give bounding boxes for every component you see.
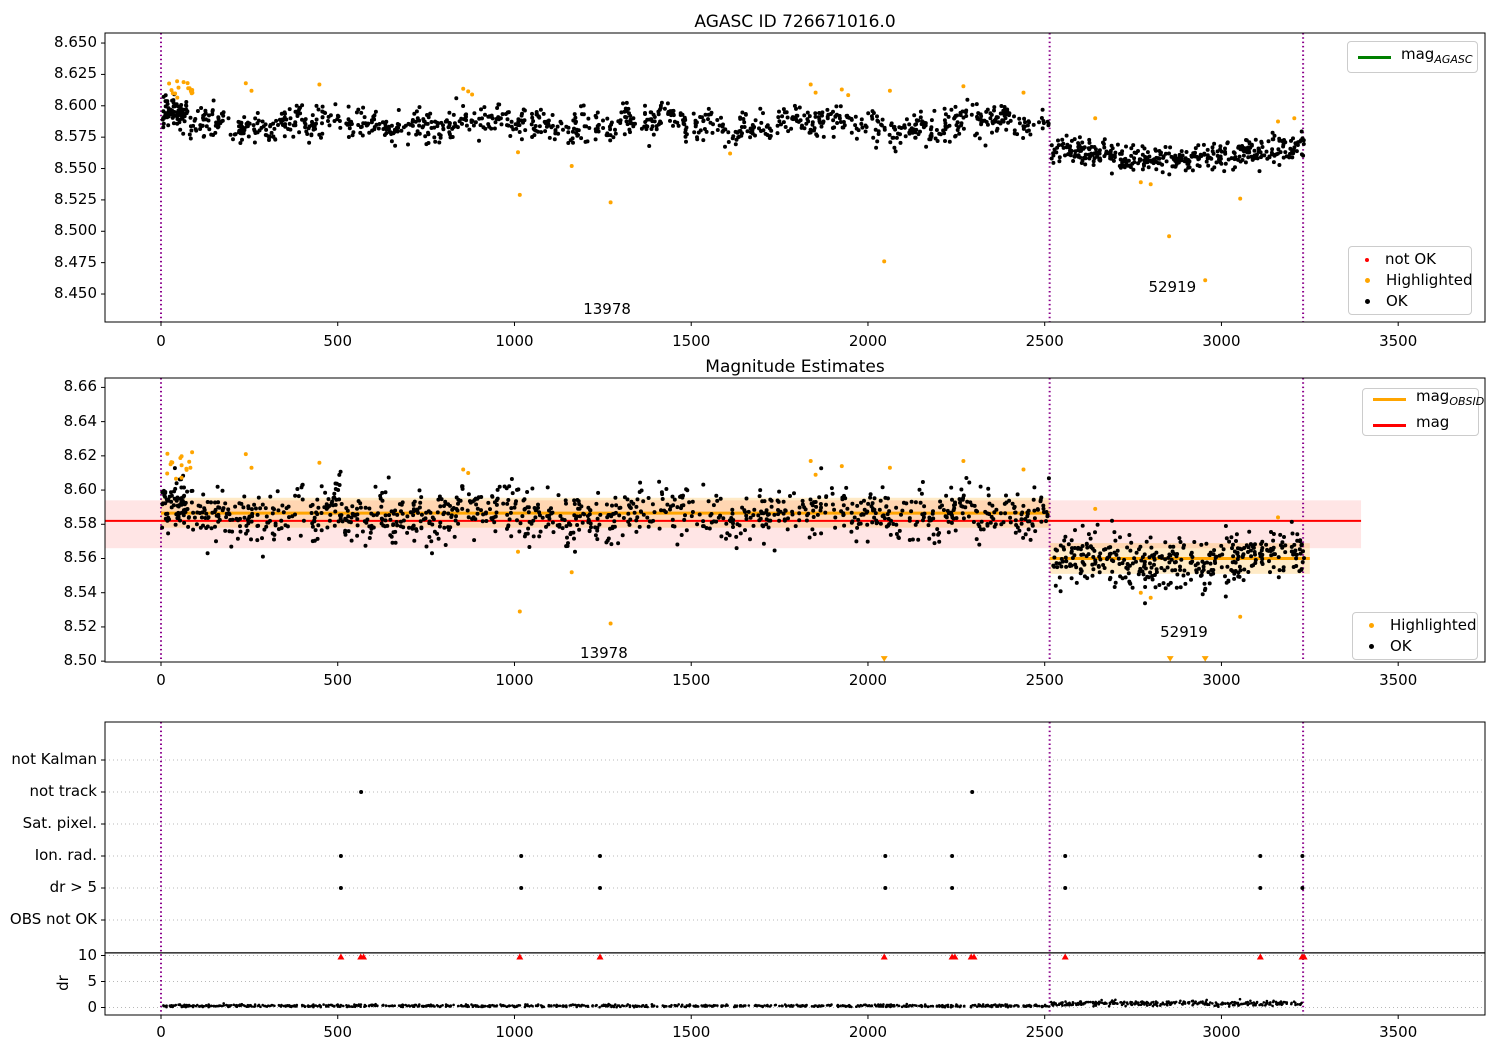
dr-tick-label: 0 (87, 997, 97, 1016)
highlighted-dot-swatch-2 (1369, 623, 1374, 628)
flag-row-label: Ion. rad. (34, 846, 97, 864)
plot-top-title: AGASC ID 726671016.0 (694, 12, 896, 32)
legend-row-mag-obsid: magOBSID (1369, 386, 1484, 412)
x-tick-label: 2500 (1025, 332, 1064, 350)
y-tick-label: 8.575 (54, 127, 97, 146)
flag-row-label: not Kalman (11, 750, 97, 768)
legend-row-not-ok: not OK (1355, 249, 1465, 270)
y-tick-label: 8.54 (63, 582, 97, 601)
legend-point-classes-top: not OK Highlighted OK (1348, 246, 1472, 315)
legend-row-highlighted: Highlighted (1355, 270, 1472, 291)
x-tick-label: 0 (156, 671, 166, 689)
legend-label-mag-agasc: magAGASC (1401, 45, 1473, 66)
y-tick-label: 8.450 (54, 284, 97, 303)
y-tick-label: 8.58 (63, 514, 97, 533)
x-tick-label: 500 (323, 671, 353, 689)
x-tick-label: 1500 (672, 332, 711, 350)
y-tick-label: 8.550 (54, 158, 97, 177)
x-tick-label: 3500 (1379, 671, 1418, 689)
y-tick-label: 8.50 (63, 651, 97, 670)
y-tick-label: 8.650 (54, 33, 97, 52)
ok-dot-swatch-2 (1369, 644, 1374, 649)
obsid-label: 52919 (1160, 623, 1208, 642)
legend-label-mag-obsid: magOBSID (1416, 387, 1485, 408)
x-tick-label: 500 (323, 1023, 353, 1041)
flag-row-label: OBS not OK (9, 910, 97, 928)
legend-label-highlighted: Highlighted (1386, 271, 1473, 289)
legend-mag-lines: magOBSID mag (1362, 386, 1484, 438)
x-tick-label: 2500 (1025, 1023, 1064, 1041)
x-tick-label: 1000 (495, 1023, 534, 1041)
flag-row-label: dr > 5 (49, 878, 97, 896)
legend-row-highlighted-2: Highlighted (1359, 615, 1476, 636)
legend-label-mag: mag (1416, 413, 1450, 431)
obsid-label: 13978 (583, 300, 631, 319)
y-tick-label: 8.625 (54, 64, 97, 83)
legend-label-ok-2: OK (1390, 637, 1412, 655)
legend-mag-agasc: magAGASC (1347, 41, 1478, 73)
flag-row-label: not track (29, 782, 97, 800)
x-tick-label: 1000 (495, 332, 534, 350)
x-tick-label: 1500 (672, 1023, 711, 1041)
not-ok-dot-swatch (1365, 257, 1369, 262)
dr-tick-label: 5 (87, 971, 97, 990)
legend-row-mag: mag (1369, 412, 1472, 438)
x-tick-label: 1500 (672, 671, 711, 689)
y-tick-label: 8.62 (63, 445, 97, 464)
y-tick-label: 8.600 (54, 95, 97, 114)
legend-label-not-ok: not OK (1385, 250, 1436, 268)
obsid-label: 13978 (580, 643, 628, 662)
x-tick-label: 0 (156, 1023, 166, 1041)
highlighted-dot-swatch (1365, 278, 1370, 283)
x-tick-label: 2000 (848, 332, 888, 350)
x-tick-label: 2500 (1025, 671, 1064, 689)
x-tick-label: 3000 (1202, 671, 1241, 689)
x-tick-label: 0 (156, 332, 166, 350)
plot-middle-title: Magnitude Estimates (705, 357, 885, 377)
y-tick-label: 8.64 (63, 411, 97, 430)
legend-label-ok: OK (1386, 292, 1408, 310)
obsid-label: 52919 (1148, 278, 1197, 297)
y-tick-label: 8.52 (63, 616, 97, 635)
y-tick-label: 8.525 (54, 189, 97, 208)
x-tick-label: 1000 (495, 671, 534, 689)
y-tick-label: 8.60 (63, 480, 97, 499)
dr-tick-label: 10 (77, 945, 97, 964)
x-tick-label: 500 (323, 332, 353, 350)
x-tick-label: 3500 (1379, 332, 1418, 350)
legend-row-ok: OK (1355, 291, 1465, 312)
legend-point-classes-middle: Highlighted OK (1352, 612, 1478, 660)
x-tick-label: 3500 (1379, 1023, 1418, 1041)
mag-line-swatch (1373, 423, 1406, 427)
legend-row-ok-2: OK (1359, 636, 1471, 657)
y-tick-label: 8.500 (54, 221, 97, 240)
mag-agasc-line-swatch (1358, 55, 1391, 59)
legend-label-highlighted-2: Highlighted (1390, 616, 1477, 634)
y-tick-label: 8.475 (54, 252, 97, 271)
y-tick-label: 8.56 (63, 548, 97, 567)
mag-obsid-line-swatch (1373, 397, 1406, 401)
x-tick-label: 3000 (1202, 1023, 1241, 1041)
x-tick-label: 3000 (1202, 332, 1241, 350)
x-tick-label: 2000 (848, 1023, 888, 1041)
legend-row-mag-agasc: magAGASC (1354, 44, 1473, 70)
x-tick-label: 2000 (848, 671, 888, 689)
y-tick-label: 8.66 (63, 377, 97, 396)
flag-row-label: Sat. pixel. (22, 814, 97, 832)
ok-dot-swatch (1365, 299, 1370, 304)
